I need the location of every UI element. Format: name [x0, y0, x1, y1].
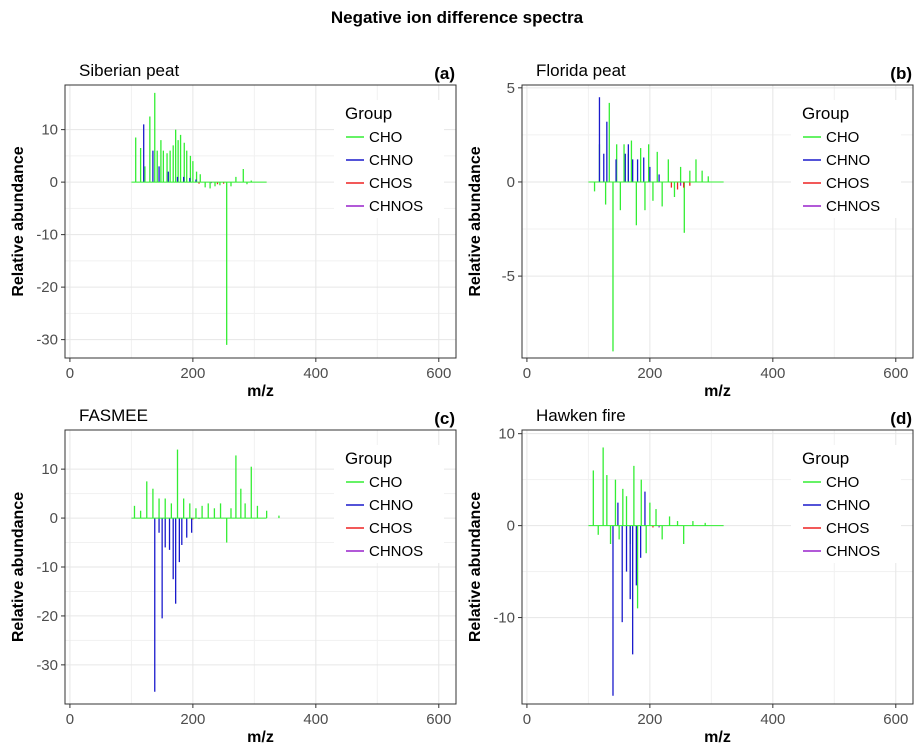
legend-label-chnos: CHNOS — [369, 198, 423, 215]
legend-background — [791, 100, 901, 218]
legend-label-chos: CHOS — [826, 520, 869, 537]
panel-border — [521, 84, 914, 359]
legend-label-chos: CHOS — [369, 520, 412, 537]
figure-title: Negative ion difference spectra — [330, 8, 584, 27]
panel-siberian-peat: 0 200 400 600 10 0 -10 -20 -30 m/z Relative abunda… — [10, 61, 457, 400]
panel-tag: (c) — [434, 409, 455, 428]
panel-title: FASMEE — [79, 406, 148, 425]
y-tick-label: -20 — [36, 279, 58, 296]
legend-title: Group — [802, 104, 849, 123]
y-axis-label: Relative abundance — [467, 146, 484, 296]
legend-title: Group — [345, 104, 392, 123]
legend-label-cho: CHO — [826, 129, 859, 146]
legend-label-cho: CHO — [826, 474, 859, 491]
legend-label-chno: CHNO — [369, 152, 413, 169]
x-axis-label: m/z — [247, 729, 274, 746]
x-tick-label: 600 — [426, 711, 451, 728]
x-tick-label: 600 — [426, 365, 451, 382]
legend-background — [334, 445, 444, 563]
panel-tag: (a) — [434, 64, 455, 83]
y-tick-label: -5 — [502, 268, 515, 285]
legend-label-chnos: CHNOS — [826, 198, 880, 215]
panel-title: Siberian peat — [79, 61, 179, 80]
x-tick-label: 200 — [180, 365, 205, 382]
y-axis-label: Relative abundance — [10, 146, 27, 296]
y-tick-label: -10 — [36, 227, 58, 244]
panel-tag: (d) — [890, 409, 912, 428]
x-tick-label: 400 — [303, 711, 328, 728]
panel-border — [521, 429, 914, 705]
legend-label-chnos: CHNOS — [826, 543, 880, 560]
legend-background — [334, 100, 444, 218]
legend-label-chnos: CHNOS — [369, 543, 423, 560]
legend-label-cho: CHO — [369, 474, 402, 491]
y-axis-label: Relative abundance — [10, 492, 27, 642]
y-tick-label: 0 — [507, 518, 515, 535]
x-tick-label: 0 — [66, 711, 74, 728]
y-tick-label: 10 — [41, 122, 58, 139]
x-tick-label: 600 — [883, 365, 908, 382]
legend-label-chno: CHNO — [369, 497, 413, 514]
y-tick-label: 10 — [41, 461, 58, 478]
legend-title: Group — [345, 449, 392, 468]
y-tick-label: 0 — [50, 174, 58, 191]
panel-hawken-fire: 0 200 400 600 10 0 -10 m/z Relative abundance Haw… — [467, 406, 914, 746]
y-tick-label: 0 — [50, 510, 58, 527]
legend-title: Group — [802, 449, 849, 468]
x-axis-label: m/z — [247, 383, 274, 400]
panel-border — [64, 84, 457, 359]
legend-label-chos: CHOS — [369, 175, 412, 192]
x-tick-label: 200 — [637, 365, 662, 382]
legend-label-chno: CHNO — [826, 497, 870, 514]
x-tick-label: 400 — [303, 365, 328, 382]
panel-fasmee: 0 200 400 600 10 0 -10 -20 -30 m/z Relative abunda… — [10, 406, 457, 746]
y-tick-label: 5 — [507, 80, 515, 97]
x-tick-label: 200 — [637, 711, 662, 728]
x-axis-label: m/z — [704, 729, 731, 746]
panel-florida-peat: 0 200 400 600 5 0 -5 m/z Relative abundance Flori… — [467, 61, 914, 400]
panel-title: Florida peat — [536, 61, 626, 80]
x-tick-label: 0 — [523, 711, 531, 728]
y-tick-label: -10 — [493, 610, 515, 627]
y-axis-label: Relative abundance — [467, 492, 484, 642]
y-tick-label: -30 — [36, 332, 58, 349]
x-tick-label: 600 — [883, 711, 908, 728]
x-tick-label: 0 — [66, 365, 74, 382]
x-tick-label: 0 — [523, 365, 531, 382]
x-tick-label: 400 — [760, 365, 785, 382]
x-axis-label: m/z — [704, 383, 731, 400]
y-tick-label: -10 — [36, 559, 58, 576]
panel-tag: (b) — [890, 64, 912, 83]
y-tick-label: 10 — [498, 426, 515, 443]
x-tick-label: 200 — [180, 711, 205, 728]
x-tick-label: 400 — [760, 711, 785, 728]
y-tick-label: -30 — [36, 657, 58, 674]
y-tick-label: -20 — [36, 608, 58, 625]
legend-label-cho: CHO — [369, 129, 402, 146]
legend-label-chno: CHNO — [826, 152, 870, 169]
panel-title: Hawken fire — [536, 406, 626, 425]
legend-label-chos: CHOS — [826, 175, 869, 192]
legend-background — [791, 445, 901, 563]
y-tick-label: 0 — [507, 174, 515, 191]
